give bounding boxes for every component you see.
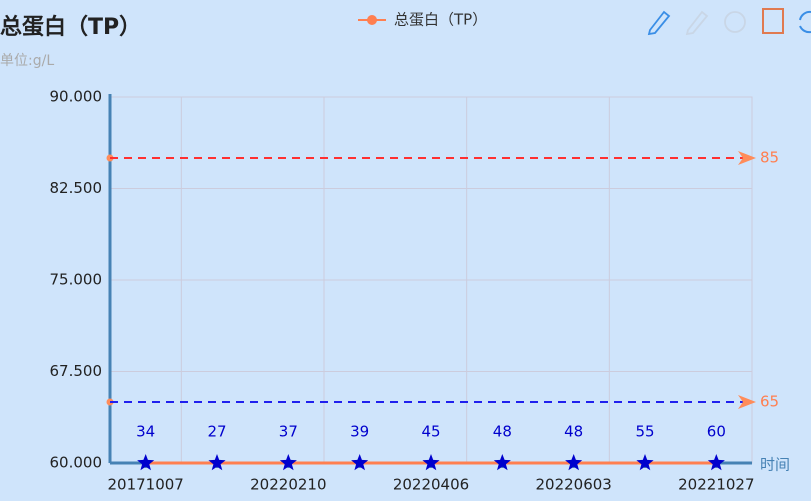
point [137,454,155,471]
x-axis-name: 时间 [760,456,790,474]
data-label: 37 [279,423,298,441]
tool-refresh[interactable] [799,10,811,34]
x-tick-label: 20220603 [535,476,611,494]
y-tick-label: 75.000 [50,271,103,289]
point [279,454,297,471]
y-tick-label: 90.000 [50,88,103,106]
mark-line-label: 85 [760,149,779,167]
tool-draw[interactable] [647,10,671,36]
point [636,454,654,471]
legend-label: 总蛋白（TP） [394,11,487,29]
tool-erase[interactable] [685,10,709,36]
y-tick-label: 67.500 [50,362,103,380]
data-label: 48 [564,423,583,441]
data-label: 27 [207,423,226,441]
data-label: 55 [635,423,654,441]
chart-subtitle: 单位:g/L [0,53,54,69]
x-tick-label: 20220406 [393,476,469,494]
y-tick-label: 60.000 [50,454,103,472]
toolbox [647,8,811,36]
data-label: 34 [136,423,155,441]
x-tick-label: 20171007 [107,476,183,494]
data-label: 48 [493,423,512,441]
point [565,454,583,471]
tool-restore[interactable] [724,11,746,33]
mark-line-arrow [738,395,756,409]
legend-dot [367,15,377,25]
data-label: 39 [350,423,369,441]
mark-line-arrow [738,151,756,165]
tool-data-view[interactable] [762,8,784,34]
mark-line-label: 65 [760,393,779,411]
x-tick-label: 20220210 [250,476,326,494]
x-tick-label: 20221027 [678,476,754,494]
data-label: 45 [421,423,440,441]
point [351,454,369,471]
point [493,454,511,471]
data-label: 60 [707,423,726,441]
point [707,454,725,471]
y-tick-label: 82.500 [50,179,103,197]
point [422,454,440,471]
point [208,454,226,471]
chart-title: 总蛋白（TP） [0,14,141,40]
